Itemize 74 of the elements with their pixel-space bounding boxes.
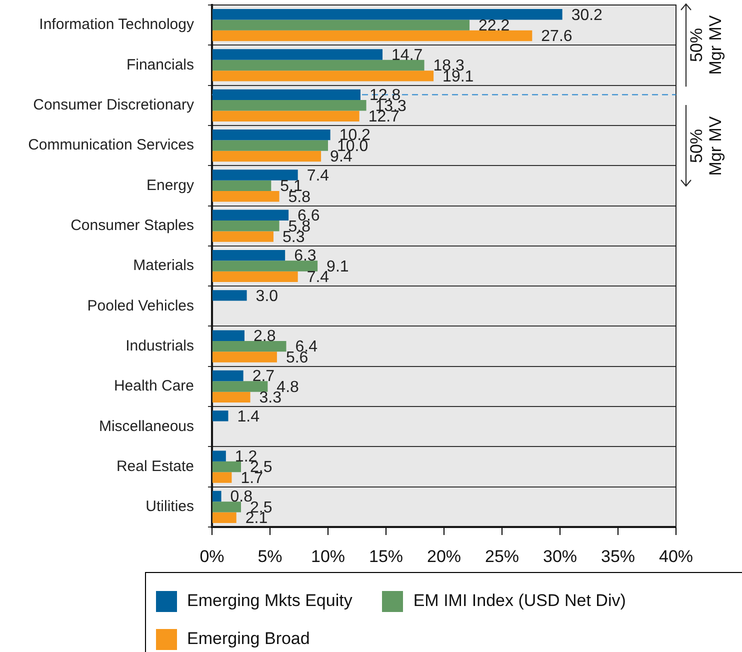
bar [212, 20, 470, 30]
bar [212, 210, 289, 220]
bar [212, 512, 236, 523]
x-tick-label: 15% [368, 546, 404, 566]
y-tick-label: Information Technology [39, 16, 194, 34]
data-label: 22.2 [478, 17, 510, 34]
data-label: 2.7 [252, 368, 275, 386]
x-tick-label: 30% [542, 546, 578, 566]
y-tick-label: Consumer Staples [70, 216, 194, 234]
bar [212, 461, 241, 472]
y-tick-label: Utilities [146, 498, 194, 516]
bar [212, 450, 226, 462]
legend-label: Emerging Broad [187, 629, 310, 649]
bar [212, 191, 280, 202]
bar [212, 231, 274, 242]
y-tick-label: Miscellaneous [98, 418, 194, 435]
data-label: 7.4 [306, 167, 330, 184]
x-tick-label: 25% [484, 546, 520, 566]
y-tick-label: Consumer Discretionary [33, 96, 194, 114]
bar [212, 370, 244, 382]
x-tick-label: 40% [658, 546, 694, 566]
y-tick-label: Financials [126, 56, 194, 74]
y-tick-label: Real Estate [116, 458, 194, 475]
data-label: 3.3 [259, 390, 282, 407]
data-label: 3.0 [256, 288, 278, 305]
y-tick-label: Communication Services [28, 136, 194, 154]
bar [212, 180, 272, 192]
data-label: 1.4 [237, 408, 260, 426]
bar [212, 352, 277, 362]
legend-label: EM IMI Index (USD Net Div) [413, 591, 626, 611]
bar [212, 220, 280, 232]
bar [212, 9, 562, 20]
x-tick-label: 20% [426, 546, 462, 566]
text: 50% Mgr MV [687, 14, 725, 77]
bar [212, 150, 322, 162]
y-tick-label: Industrials [126, 337, 194, 354]
data-label: 30.2 [571, 6, 603, 24]
bar [212, 472, 232, 483]
x-tick-label: 10% [310, 546, 346, 566]
data-label: 2.8 [253, 328, 276, 346]
data-label: 27.6 [541, 28, 572, 46]
bar [212, 170, 298, 180]
y-tick-label: Pooled Vehicles [87, 297, 194, 314]
data-label: 6.3 [294, 248, 316, 265]
x-tick-label: 0% [200, 546, 224, 566]
bar [212, 271, 298, 282]
bar [212, 260, 318, 272]
bar [212, 330, 244, 341]
bar [212, 129, 330, 140]
bar [212, 410, 228, 422]
bar [212, 381, 268, 392]
bar [212, 490, 222, 502]
x-tick-label: 35% [600, 546, 636, 566]
bar [212, 70, 434, 82]
bar [212, 60, 424, 71]
legend-label: Emerging Mkts Equity [187, 591, 352, 611]
y-tick-label: Energy [146, 176, 194, 194]
bar [212, 49, 383, 60]
bar [212, 250, 286, 261]
bar [212, 340, 286, 352]
bar [212, 392, 250, 403]
bar [212, 502, 241, 512]
bar [212, 140, 328, 151]
data-label: 9.1 [326, 258, 349, 276]
bar [212, 290, 247, 301]
x-tick-label: 5% [258, 546, 282, 566]
bar [212, 89, 360, 100]
bar [212, 110, 360, 122]
bar [212, 100, 366, 111]
text: 50% Mgr MV [687, 114, 725, 178]
data-label: 14.7 [392, 46, 423, 64]
y-tick-label: Health Care [114, 378, 194, 395]
bar [212, 30, 532, 42]
y-tick-label: Materials [133, 257, 194, 274]
